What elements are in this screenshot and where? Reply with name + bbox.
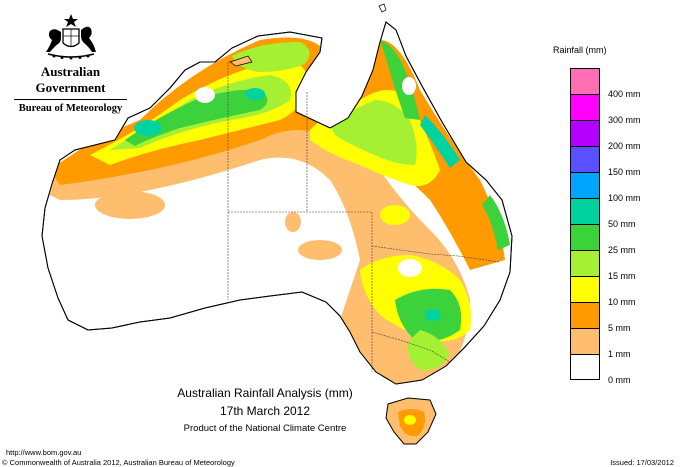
legend-swatch (570, 276, 600, 302)
rainfall-zones (42, 37, 510, 384)
legend-label: 50 mm (608, 219, 636, 229)
map-producer: Product of the National Climate Centre (183, 423, 347, 434)
legend-swatch (570, 224, 600, 250)
coat-of-arms-icon (45, 14, 96, 60)
copyright-text: © Commonwealth of Australia 2012, Austra… (2, 458, 235, 467)
legend-label: 300 mm (608, 115, 641, 125)
legend-label: 150 mm (608, 167, 641, 177)
legend-swatch (570, 328, 600, 354)
legend-swatch (570, 120, 600, 146)
map-date: 17th March 2012 (219, 404, 311, 418)
legend-label: 5 mm (608, 323, 631, 333)
map-title: Australian Rainfall Analysis (mm) (177, 386, 353, 400)
legend-label: 0 mm (608, 375, 631, 385)
legend-label: 400 mm (608, 89, 641, 99)
torres-islands (378, 3, 387, 13)
legend-label: 15 mm (608, 271, 636, 281)
legend-title: Rainfall (mm) (553, 45, 607, 55)
government-name: Australian Government (35, 64, 106, 95)
title-block: Australian Rainfall Analysis (mm) 17th M… (100, 386, 430, 434)
legend-swatch (570, 198, 600, 224)
tasmania (385, 397, 437, 445)
legend-label: 200 mm (608, 141, 641, 151)
government-logo: Australian Government Bureau of Meteorol… (8, 12, 133, 114)
legend-label: 25 mm (608, 245, 636, 255)
issued-date: Issued: 17/03/2012 (610, 458, 674, 467)
legend-swatch (570, 94, 600, 120)
legend-label: 1 mm (608, 349, 631, 359)
logo-divider (14, 99, 127, 100)
bureau-name: Bureau of Meteorology (18, 103, 123, 114)
legend-swatch (570, 68, 600, 94)
legend-label: 100 mm (608, 193, 641, 203)
legend: 400 mm 300 mm 200 mm 150 mm 100 mm 50 mm 25 mm… (570, 68, 641, 385)
state-borders (227, 62, 501, 372)
legend-swatch (570, 250, 600, 276)
website-link[interactable]: http://www.bom.gov.au (6, 448, 82, 457)
legend-swatch (570, 146, 600, 172)
legend-swatch (570, 172, 600, 198)
legend-swatch (570, 354, 600, 380)
legend-label: 10 mm (608, 297, 636, 307)
melville-island (229, 55, 253, 67)
legend-swatch (570, 302, 600, 328)
